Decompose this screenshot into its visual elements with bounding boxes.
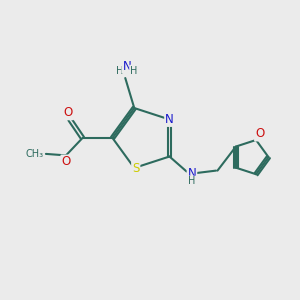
Text: N: N [122,59,131,73]
Text: O: O [255,128,264,140]
Text: CH₃: CH₃ [26,149,44,159]
Text: H: H [116,65,124,76]
Text: S: S [132,162,140,175]
Text: O: O [61,155,70,169]
Text: N: N [165,113,174,126]
Text: O: O [64,106,73,119]
Text: N: N [188,167,196,179]
Text: H: H [188,176,196,186]
Text: H: H [130,65,137,76]
